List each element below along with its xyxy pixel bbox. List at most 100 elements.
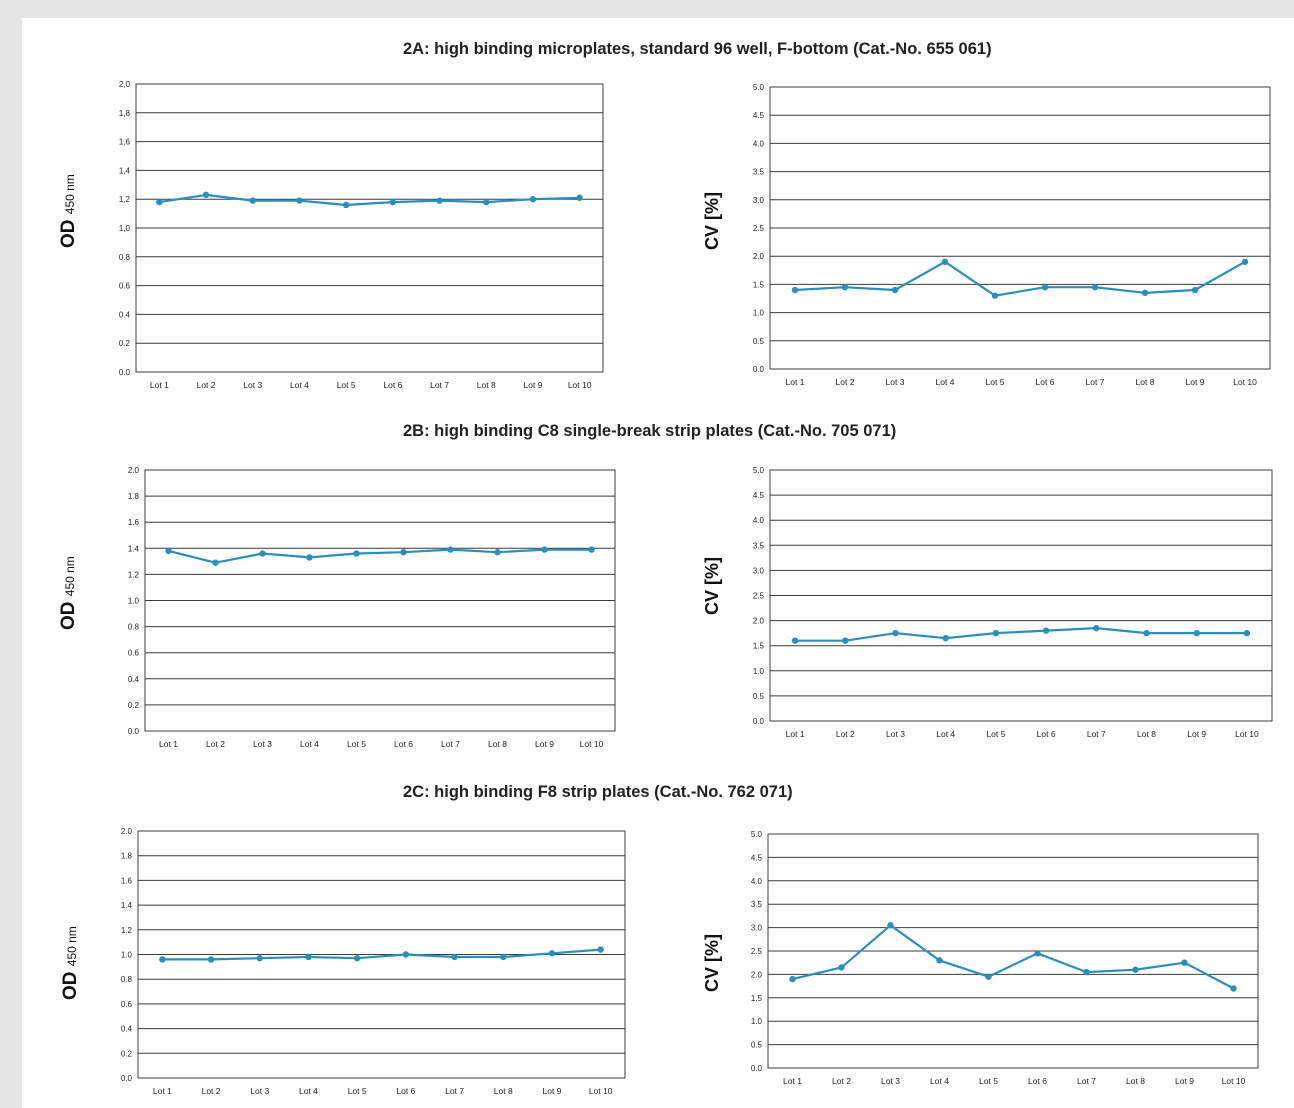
y-tick-label: 1,8 — [119, 109, 131, 118]
x-tick-label: Lot 3 — [253, 739, 272, 749]
data-point — [1083, 968, 1090, 976]
data-point — [1093, 624, 1100, 632]
series-line — [792, 924, 1235, 990]
y-tick-label: 1,0 — [119, 224, 131, 233]
data-point — [256, 955, 263, 962]
x-tick-label: Lot 1 — [159, 739, 178, 749]
y-tick-label: 1.2 — [121, 926, 133, 935]
plot-frame — [767, 833, 1259, 1069]
data-point — [296, 197, 303, 204]
x-tick-label: Lot 9 — [535, 739, 554, 749]
x-tick-label: Lot 1 — [153, 1086, 172, 1096]
data-point — [548, 950, 556, 957]
x-tick-label: Lot 4 — [299, 1086, 318, 1096]
data-point — [992, 629, 1000, 637]
series-line — [168, 548, 592, 564]
data-point — [202, 191, 210, 199]
x-tick-label: Lot 5 — [348, 1086, 367, 1096]
y-tick-label: 1.0 — [121, 951, 133, 960]
y-tick-label: 0.4 — [121, 1025, 133, 1034]
data-point — [259, 550, 266, 557]
y-tick-label: 0.2 — [121, 1049, 133, 1058]
y-tick-label: 1,2 — [119, 195, 131, 204]
data-point — [529, 196, 537, 203]
section-title-2c: 2C: high binding F8 strip plates (Cat.-N… — [403, 783, 793, 801]
x-tick-label: Lot 1 — [786, 377, 805, 387]
y-tick-label: 3.0 — [753, 196, 765, 205]
x-tick-label: Lot 9 — [542, 1086, 561, 1096]
y-tick-label: 0.0 — [119, 368, 131, 377]
data-point — [791, 286, 799, 294]
y-tick-label: 0.0 — [753, 717, 765, 726]
x-tick-label: Lot 5 — [347, 739, 366, 749]
x-tick-label: Lot 10 — [1233, 377, 1257, 387]
x-tick-label: Lot 5 — [986, 729, 1005, 739]
y-tick-label: 2.0 — [753, 252, 765, 261]
y-tick-label: 2.0 — [121, 827, 133, 836]
x-tick-label: Lot 3 — [886, 729, 905, 739]
x-tick-label: Lot 4 — [936, 729, 955, 739]
data-point — [841, 284, 849, 291]
y-tick-label: 5.0 — [753, 83, 765, 92]
y-tick-label: 0.4 — [119, 310, 131, 319]
data-point — [1181, 959, 1188, 966]
y-tick-label: 1.8 — [128, 492, 140, 501]
data-point — [1191, 286, 1199, 294]
plot-frame — [137, 830, 626, 1079]
y-tick-label: 5.0 — [753, 466, 765, 475]
x-tick-label: Lot 7 — [1086, 377, 1105, 387]
data-point — [207, 956, 215, 963]
data-point — [353, 550, 360, 557]
y-tick-label: 1,4 — [119, 166, 131, 175]
data-point — [1132, 966, 1139, 973]
y-tick-label: 2.5 — [751, 947, 763, 956]
x-tick-label: Lot 3 — [881, 1076, 900, 1086]
data-point — [541, 546, 548, 553]
data-point — [1141, 289, 1149, 297]
data-point — [985, 973, 992, 980]
x-tick-label: Lot 6 — [383, 380, 402, 390]
y-tick-label: 0.6 — [121, 1000, 133, 1009]
y-tick-label: 0.2 — [119, 339, 131, 348]
x-tick-label: Lot 6 — [1037, 729, 1056, 739]
x-tick-label: Lot 7 — [1087, 729, 1106, 739]
data-point — [789, 975, 796, 983]
x-tick-label: Lot 7 — [445, 1086, 464, 1096]
y-tick-label: 1.5 — [753, 642, 765, 651]
y-tick-label: 1.4 — [121, 901, 133, 910]
x-tick-label: Lot 4 — [930, 1076, 949, 1086]
data-point — [436, 197, 443, 204]
data-point — [1042, 627, 1050, 634]
y-tick-label: 1.0 — [128, 597, 140, 606]
y-tick-label: 4.0 — [753, 139, 765, 148]
x-tick-label: Lot 4 — [300, 739, 319, 749]
x-tick-label: Lot 5 — [979, 1076, 998, 1086]
x-tick-label: Lot 7 — [441, 739, 460, 749]
x-tick-label: Lot 10 — [568, 380, 592, 390]
y-tick-label: 2.0 — [128, 466, 140, 475]
y-tick-label: 4.5 — [753, 491, 765, 500]
data-point — [305, 953, 312, 961]
y-tick-label: 4.0 — [751, 877, 763, 886]
x-tick-label: Lot 6 — [1036, 377, 1055, 387]
x-tick-label: Lot 3 — [250, 1086, 269, 1096]
y-tick-label: 1.8 — [121, 852, 133, 861]
data-point — [936, 957, 943, 964]
plot-frame — [769, 86, 1271, 370]
data-point — [400, 549, 407, 556]
data-point — [306, 554, 313, 561]
x-tick-label: Lot 8 — [494, 1086, 513, 1096]
data-point — [597, 946, 604, 953]
y-tick-label: 1.5 — [753, 280, 765, 289]
data-point — [891, 286, 899, 294]
data-point — [1143, 629, 1150, 637]
y-tick-label: 0.8 — [119, 253, 131, 262]
x-tick-label: Lot 2 — [206, 739, 225, 749]
x-tick-label: Lot 9 — [1187, 729, 1206, 739]
y-tick-label: 0.8 — [128, 623, 140, 632]
x-tick-label: Lot 2 — [836, 377, 855, 387]
